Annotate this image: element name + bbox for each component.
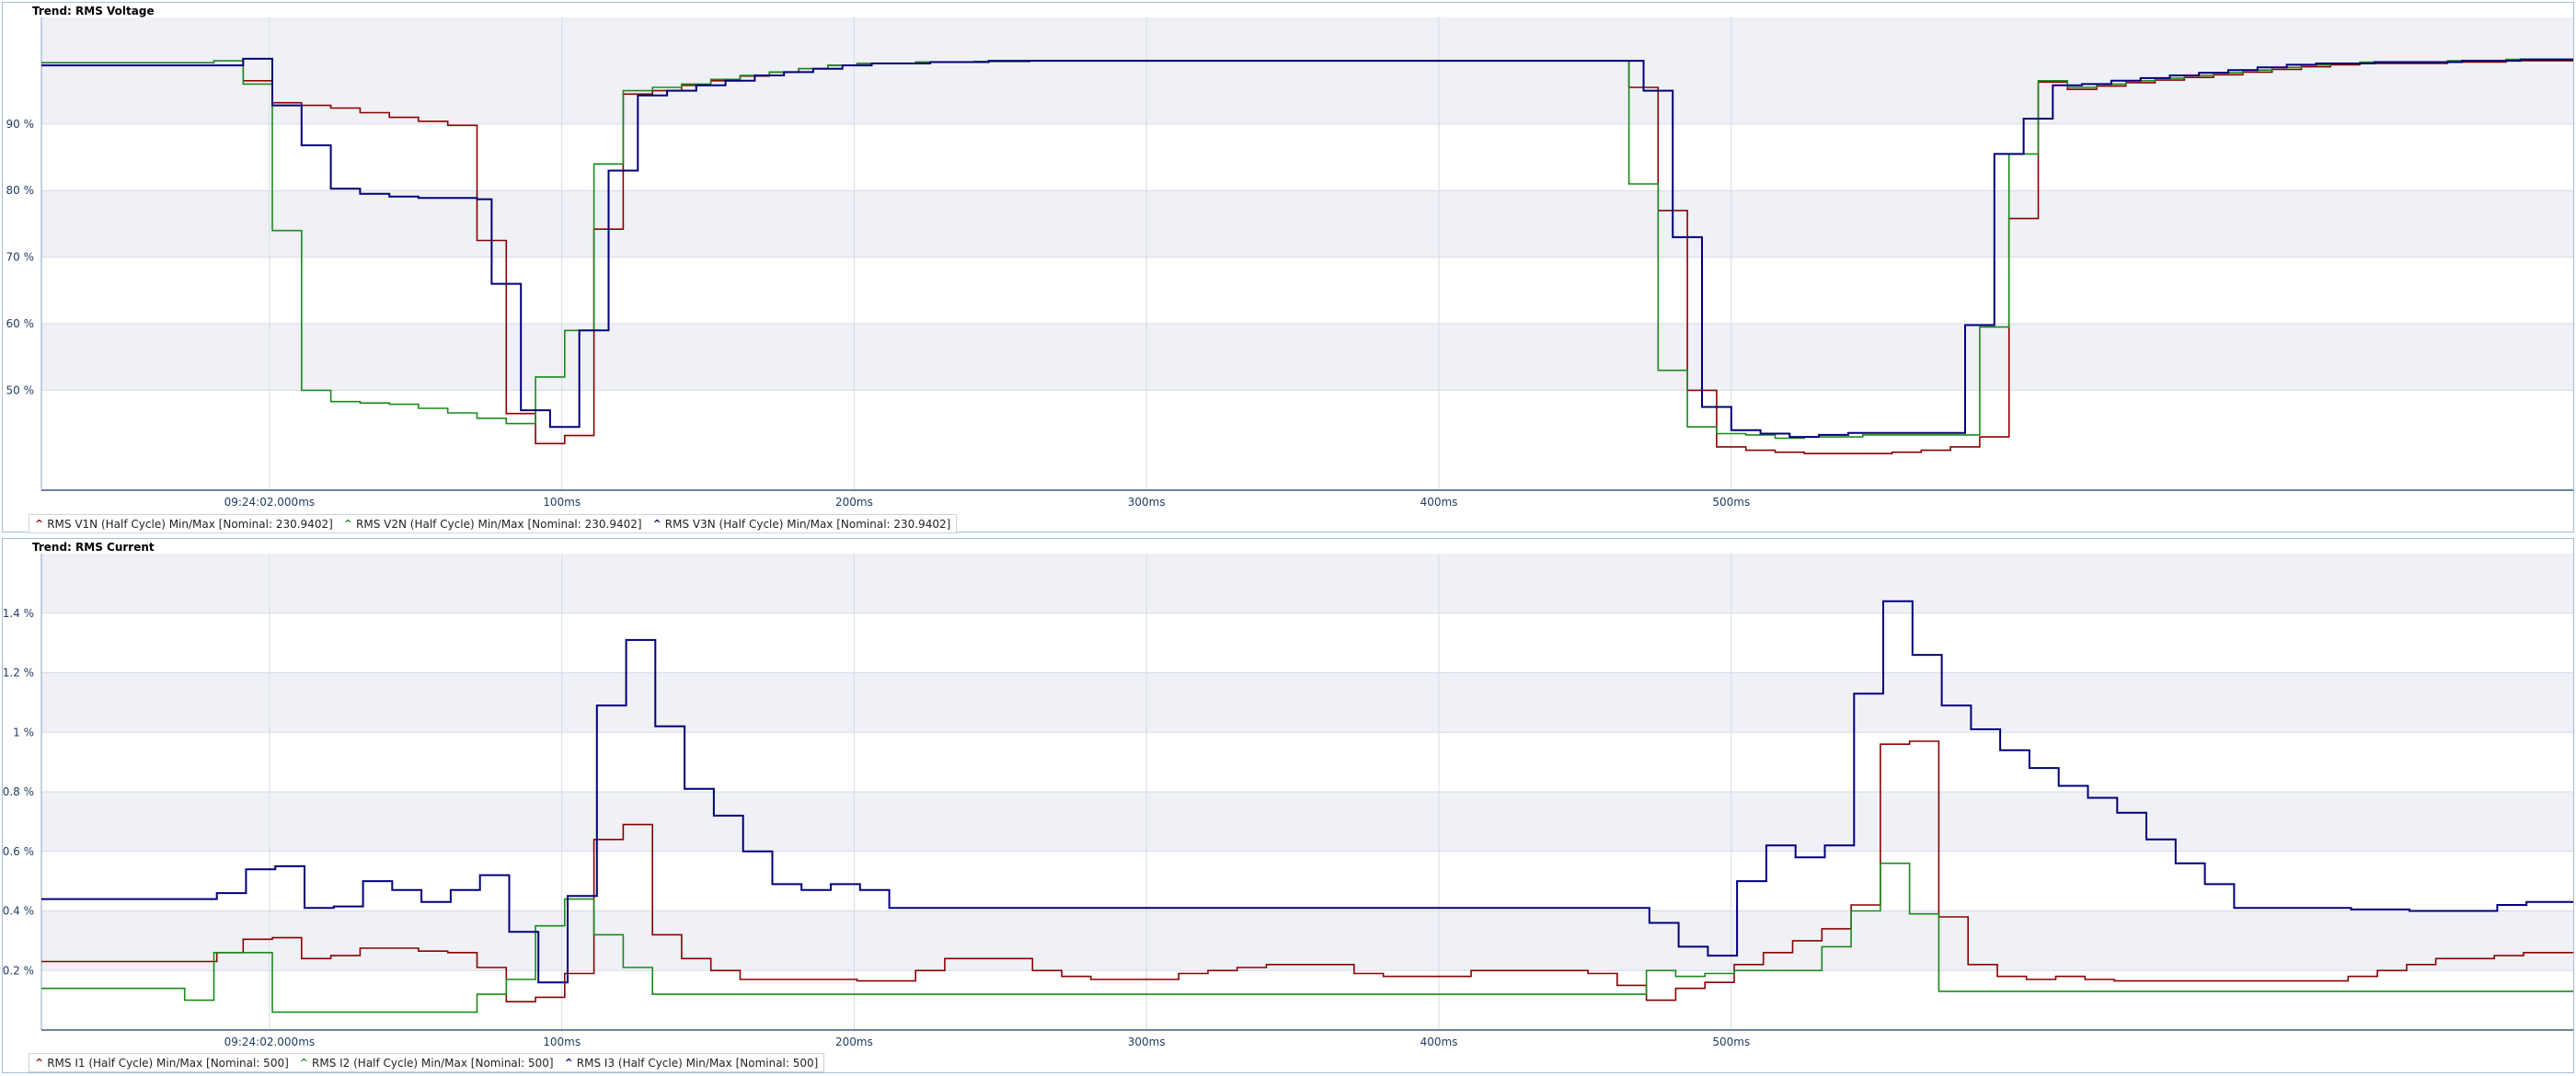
caret-up-icon: ^ (652, 518, 661, 530)
y-tick-label: 70 % (6, 251, 35, 264)
caret-up-icon: ^ (299, 1057, 308, 1069)
y-tick-label: 1.4 % (3, 607, 34, 620)
series-line-3[interactable] (41, 57, 2573, 439)
chart-title: Trend: RMS Voltage (32, 5, 155, 17)
current-chart[interactable]: 1.4 % 1.2 % 1 % 0.8 % 0.6 % 0.4 % 0.2 % 09:24:0… (3, 539, 2573, 1072)
series-line-3[interactable] (41, 600, 2573, 984)
legend-label: RMS V2N (Half Cycle) Min/Max [Nominal: 2… (356, 517, 642, 531)
caret-up-icon: ^ (35, 1057, 44, 1069)
legend-label: RMS V3N (Half Cycle) Min/Max [Nominal: 2… (664, 517, 951, 531)
legend-item-i3[interactable]: ^ RMS I3 (Half Cycle) Min/Max [Nominal: … (565, 1057, 819, 1070)
current-trend-panel: Trend: RMS Current 1.4 % 1.2 % 1 % 0.8 % 0.6… (2, 538, 2574, 1073)
grid-band (41, 17, 2573, 124)
voltage-chart[interactable]: 90 %80 %70 %60 %50 %09:24:01.800ms900ms0… (3, 3, 2573, 532)
legend-item-v1n[interactable]: ^ RMS V1N (Half Cycle) Min/Max [Nominal:… (35, 518, 333, 531)
caret-up-icon: ^ (35, 518, 44, 530)
x-tick-label: 09:24:02.000ms (224, 496, 316, 509)
voltage-trend-panel: Trend: RMS Voltage 90 % 80 % 70 % 60 % 50 % 0… (2, 2, 2574, 533)
series-line-1[interactable] (41, 740, 2573, 1002)
chart-legend: ^ RMS V1N (Half Cycle) Min/Max [Nominal:… (29, 514, 958, 533)
y-tick-label: 0.6 % (3, 845, 34, 858)
chart-title: Trend: RMS Current (32, 541, 155, 554)
chart-legend: ^ RMS I1 (Half Cycle) Min/Max [Nominal: … (29, 1053, 825, 1072)
grid-band (41, 190, 2573, 258)
grid-band (41, 792, 2573, 852)
legend-label: RMS V1N (Half Cycle) Min/Max [Nominal: 2… (47, 517, 333, 531)
y-tick-label: 90 % (6, 118, 35, 131)
legend-item-i1[interactable]: ^ RMS I1 (Half Cycle) Min/Max [Nominal: … (35, 1057, 289, 1070)
x-tick-label: 200ms (835, 1036, 873, 1048)
x-tick-label: 400ms (1420, 1036, 1458, 1048)
x-tick-label: 400ms (1420, 496, 1458, 509)
grid-band (41, 910, 2573, 971)
x-tick-label: 500ms (1712, 1036, 1750, 1048)
legend-item-v2n[interactable]: ^ RMS V2N (Half Cycle) Min/Max [Nominal:… (344, 518, 642, 531)
grid-band (41, 554, 2573, 613)
y-tick-label: 1.2 % (3, 667, 34, 680)
x-tick-label: 09:24:02.000ms (224, 1036, 316, 1048)
x-tick-label: 100ms (543, 1036, 581, 1048)
x-tick-label: 500ms (1712, 496, 1750, 509)
legend-label: RMS I2 (Half Cycle) Min/Max [Nominal: 50… (312, 1056, 554, 1070)
x-tick-label: 100ms (543, 496, 581, 509)
y-tick-label: 0.8 % (3, 785, 34, 798)
y-tick-label: 0.4 % (3, 905, 34, 918)
legend-label: RMS I3 (Half Cycle) Min/Max [Nominal: 50… (576, 1056, 819, 1070)
y-tick-label: 0.2 % (3, 964, 34, 977)
y-tick-label: 50 % (6, 383, 35, 396)
y-tick-label: 60 % (6, 317, 35, 330)
legend-item-i2[interactable]: ^ RMS I2 (Half Cycle) Min/Max [Nominal: … (300, 1057, 554, 1070)
caret-up-icon: ^ (343, 518, 352, 530)
caret-up-icon: ^ (564, 1057, 573, 1069)
series-line-2[interactable] (41, 862, 2573, 1013)
grid-band (41, 672, 2573, 733)
y-tick-label: 80 % (6, 184, 35, 197)
legend-item-v3n[interactable]: ^ RMS V3N (Half Cycle) Min/Max [Nominal:… (653, 518, 951, 531)
x-tick-label: 200ms (835, 496, 873, 509)
x-tick-label: 300ms (1128, 1036, 1166, 1048)
grid-band (41, 324, 2573, 391)
legend-label: RMS I1 (Half Cycle) Min/Max [Nominal: 50… (47, 1056, 289, 1070)
x-tick-label: 300ms (1128, 496, 1166, 509)
y-tick-label: 1 % (13, 726, 34, 738)
